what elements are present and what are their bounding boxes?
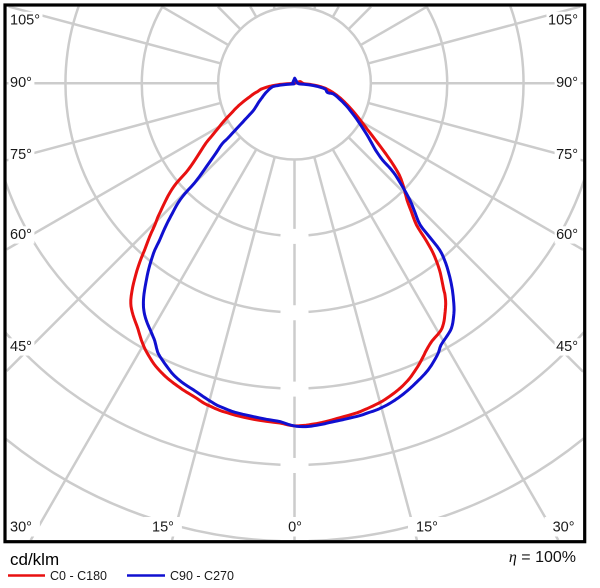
svg-text:90°: 90°	[10, 75, 32, 91]
svg-text:75°: 75°	[10, 147, 32, 163]
svg-text:30°: 30°	[553, 520, 575, 536]
svg-text:105°: 105°	[548, 13, 578, 29]
svg-text:60°: 60°	[556, 227, 578, 243]
svg-text:C0 - C180: C0 - C180	[50, 569, 107, 583]
svg-text:90°: 90°	[556, 75, 578, 91]
svg-text:45°: 45°	[10, 339, 32, 355]
svg-text:45°: 45°	[556, 339, 578, 355]
svg-text:15°: 15°	[416, 520, 438, 536]
svg-text:C90 - C270: C90 - C270	[170, 569, 234, 583]
svg-text:0°: 0°	[288, 520, 302, 536]
svg-text:75°: 75°	[556, 147, 578, 163]
svg-text:15°: 15°	[152, 520, 174, 536]
svg-text:60°: 60°	[10, 227, 32, 243]
svg-text:105°: 105°	[10, 13, 40, 29]
svg-text:30°: 30°	[10, 520, 32, 536]
